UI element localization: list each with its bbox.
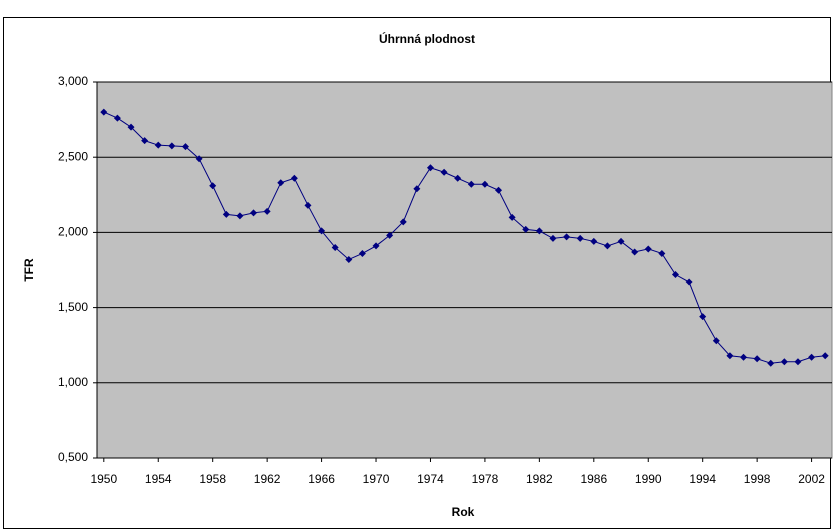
data-point [127, 123, 135, 131]
x-tick-label: 1986 [580, 472, 607, 486]
data-point [236, 212, 244, 220]
x-tick-label: 1978 [472, 472, 499, 486]
x-tick-label: 1962 [254, 472, 281, 486]
data-point [726, 352, 734, 360]
data-point [671, 271, 679, 279]
y-tick-label: 1,500 [58, 300, 88, 314]
x-tick-label: 1966 [308, 472, 335, 486]
data-point [780, 358, 788, 366]
data-point [195, 155, 203, 163]
data-point [563, 233, 571, 241]
x-axis-label: Rok [452, 505, 475, 519]
data-point [372, 242, 380, 250]
data-point [113, 114, 121, 122]
data-point [263, 207, 271, 215]
data-point [181, 143, 189, 151]
y-tick-label: 3,000 [58, 74, 88, 88]
x-tick-label: 1982 [526, 472, 553, 486]
data-point [358, 249, 366, 257]
x-tick-label: 1974 [417, 472, 444, 486]
data-point [222, 210, 230, 218]
data-point [413, 185, 421, 193]
x-tick-label: 1994 [689, 472, 716, 486]
y-tick-label: 0,500 [58, 450, 88, 464]
data-point [603, 242, 611, 250]
x-tick-label: 1970 [363, 472, 390, 486]
data-point [712, 337, 720, 345]
data-point [168, 142, 176, 150]
data-point [508, 213, 516, 221]
data-point [304, 201, 312, 209]
data-point [141, 137, 149, 145]
data-point [277, 179, 285, 187]
data-point [685, 278, 693, 286]
x-tick-label: 1958 [199, 472, 226, 486]
data-point [590, 237, 598, 245]
x-tick-label: 2002 [798, 472, 825, 486]
data-point [318, 227, 326, 235]
data-point [209, 182, 217, 190]
x-tick-label: 1954 [145, 472, 172, 486]
x-tick-label: 1990 [635, 472, 662, 486]
data-point [535, 227, 543, 235]
plot-area [96, 81, 833, 459]
x-tick-label: 1950 [90, 472, 117, 486]
data-point [290, 174, 298, 182]
data-point [481, 180, 489, 188]
data-point [331, 243, 339, 251]
data-point [549, 234, 557, 242]
y-axis-label: TFR [22, 258, 36, 282]
data-point [454, 174, 462, 182]
data-point [699, 313, 707, 321]
data-point [794, 358, 802, 366]
chart-title: Úhrnná plodnost [379, 31, 475, 46]
data-point [426, 164, 434, 172]
data-point [154, 141, 162, 149]
data-point [100, 108, 108, 116]
data-point [345, 255, 353, 263]
data-point [644, 245, 652, 253]
data-point [808, 353, 816, 361]
data-point [658, 249, 666, 257]
data-point [617, 237, 625, 245]
data-point [740, 353, 748, 361]
data-point [467, 180, 475, 188]
data-point [440, 168, 448, 176]
x-tick-label: 1998 [744, 472, 771, 486]
y-tick-label: 2,500 [58, 149, 88, 163]
data-point [767, 359, 775, 367]
data-point [495, 186, 503, 194]
y-tick-label: 1,000 [58, 375, 88, 389]
y-tick-label: 2,000 [58, 225, 88, 239]
data-point [753, 355, 761, 363]
data-point [250, 209, 258, 217]
data-point [576, 234, 584, 242]
data-point [631, 248, 639, 256]
data-point [386, 231, 394, 239]
data-point [399, 218, 407, 226]
data-point [522, 225, 530, 233]
data-line [103, 111, 826, 364]
data-point [821, 352, 829, 360]
